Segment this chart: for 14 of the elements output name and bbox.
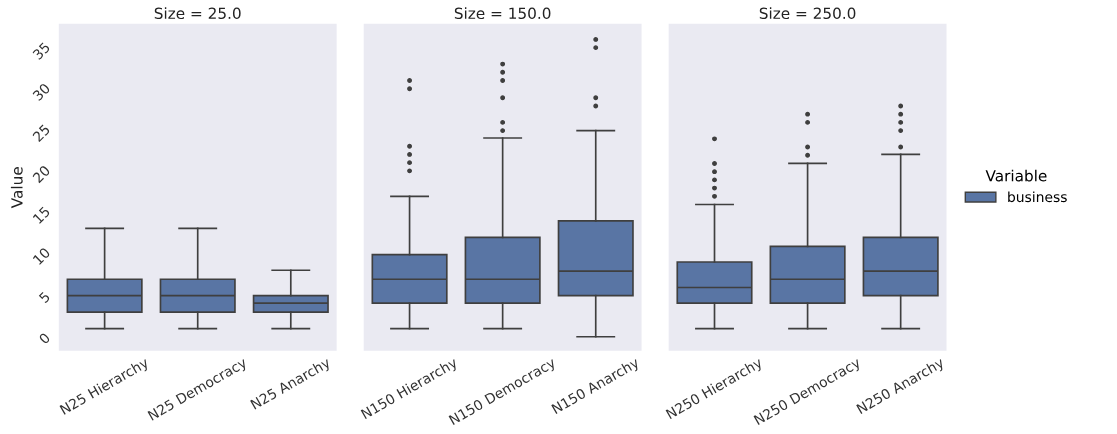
y-tick-label: 30 — [32, 82, 51, 102]
chart-title: Size = 25.0 — [154, 7, 241, 20]
y-tick-label: 10 — [32, 246, 51, 266]
chart-title: Size = 150.0 — [454, 7, 551, 20]
legend-title: Variable — [985, 169, 1047, 182]
y-tick-label: 25 — [32, 123, 51, 143]
legend-label: business — [1008, 191, 1067, 203]
y-tick-label: 35 — [32, 41, 51, 61]
y-tick-label: 0 — [38, 332, 51, 345]
y-tick-label: 5 — [38, 291, 51, 304]
y-axis-title: Value — [10, 167, 23, 209]
y-tick-label: 15 — [32, 206, 51, 225]
chart-title: Size = 250.0 — [759, 7, 856, 20]
y-tick-label: 20 — [32, 164, 51, 184]
